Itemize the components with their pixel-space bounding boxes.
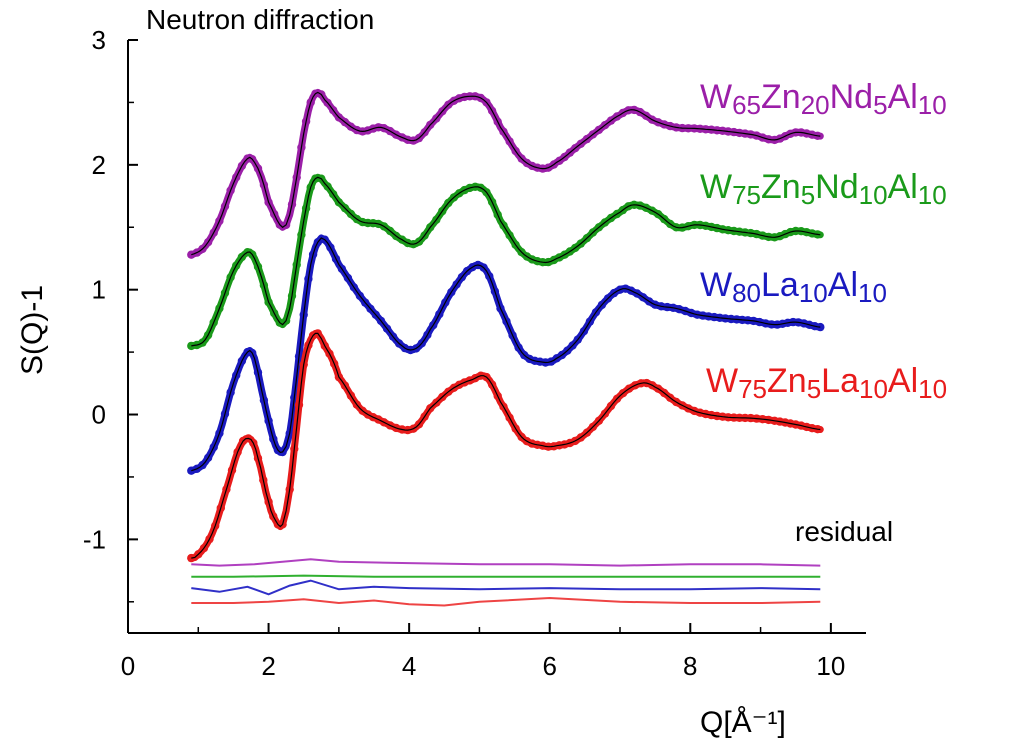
series-label: W65Zn20Nd5Al10	[700, 78, 947, 120]
x-tick-label: 2	[261, 651, 275, 681]
series-layer	[187, 88, 825, 563]
series-group	[187, 173, 824, 351]
series-group	[187, 88, 824, 259]
series-label: W75Zn5La10Al10	[706, 362, 947, 404]
plot-area	[187, 88, 825, 607]
x-tick-label: 4	[402, 651, 416, 681]
x-tick-label: 6	[542, 651, 556, 681]
fit-line	[191, 332, 821, 559]
series-group	[187, 234, 825, 475]
residual-line	[191, 574, 821, 578]
series-label: W75Zn5Nd10Al10	[700, 168, 947, 210]
y-tick-label: 0	[92, 400, 106, 430]
annotation-neutron-diffraction: Neutron diffraction	[146, 4, 374, 35]
y-tick-label: 3	[92, 25, 106, 55]
annotation-residual: residual	[795, 516, 893, 547]
y-tick-label: 2	[92, 150, 106, 180]
axes: 0 2 4 6 8 10 -1 0 1 2 3	[83, 25, 866, 681]
fit-line	[191, 237, 821, 472]
y-tick-label: -1	[83, 524, 106, 554]
x-tick-label: 10	[816, 651, 845, 681]
x-axis-title: Q[Å⁻¹]	[700, 706, 786, 739]
series-label: W80La10Al10	[700, 266, 887, 308]
residual-line	[191, 579, 821, 596]
residual-line	[191, 558, 821, 567]
x-tick-label: 8	[683, 651, 697, 681]
y-ticks: -1 0 1 2 3	[83, 25, 138, 603]
series-labels: W65Zn20Nd5Al10 W75Zn5Nd10Al10 W80La10Al10 W…	[700, 78, 947, 404]
y-axis-title: S(Q)-1	[16, 285, 49, 375]
y-tick-label: 1	[92, 275, 106, 305]
series-group	[187, 329, 824, 563]
residual-line	[191, 596, 821, 607]
x-ticks: 0 2 4 6 8 10	[121, 623, 845, 681]
fit-line	[191, 91, 821, 256]
fit-line	[191, 176, 821, 347]
residual-layer	[191, 558, 821, 607]
x-tick-label: 0	[121, 651, 135, 681]
